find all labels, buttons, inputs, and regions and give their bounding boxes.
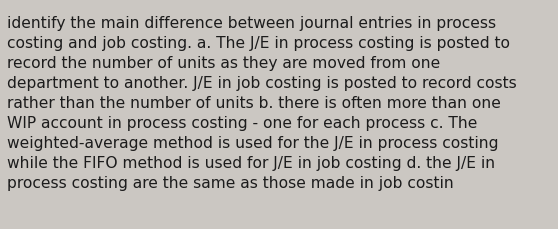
Text: identify the main difference between journal entries in process
costing and job : identify the main difference between jou…	[7, 16, 517, 191]
